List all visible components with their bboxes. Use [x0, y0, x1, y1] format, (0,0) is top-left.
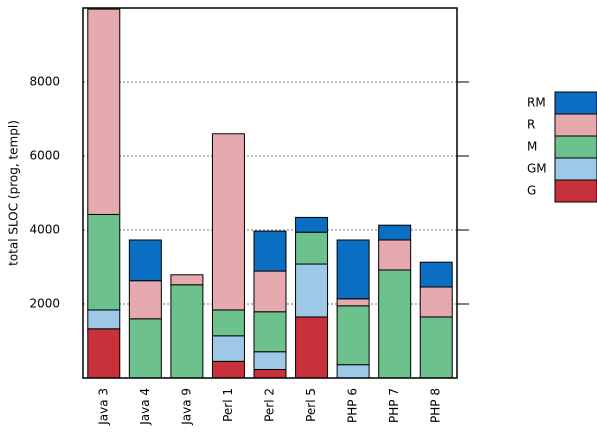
legend-swatch	[554, 157, 597, 181]
legend-swatch	[554, 91, 597, 115]
bar-segment	[128, 318, 162, 379]
bar-segment	[295, 231, 329, 265]
y-tick-label: 6000	[29, 149, 60, 163]
legend-swatch	[554, 113, 597, 137]
x-tick-label: Perl 5	[304, 388, 318, 422]
x-tick-label: Perl 1	[221, 388, 235, 422]
bar-segment	[211, 335, 245, 362]
bar-segment	[87, 8, 121, 215]
bar-segment	[253, 230, 287, 272]
bar-segment	[253, 270, 287, 313]
bar-segment	[128, 280, 162, 320]
legend-label: RM	[527, 96, 546, 110]
legend-swatch	[554, 135, 597, 159]
x-tick-label: Java 4	[138, 388, 152, 426]
bar-segment	[87, 213, 121, 311]
bar-segment	[87, 309, 121, 330]
legend-label: GM	[527, 162, 547, 176]
bar-segment	[336, 305, 370, 366]
bar-segment	[336, 298, 370, 307]
x-tick-label: PHP 8	[429, 388, 443, 423]
bar-segment	[170, 274, 204, 286]
bar-segment	[378, 239, 412, 271]
legend-label: G	[527, 184, 536, 198]
bar-segment	[336, 364, 370, 379]
x-tick-label: Java 3	[96, 388, 110, 426]
y-tick-label: 4000	[29, 223, 60, 237]
bar-segment	[419, 261, 453, 288]
bar-segment	[253, 311, 287, 353]
y-tick-label: 8000	[29, 75, 60, 89]
bar-segment	[211, 360, 245, 379]
legend-label: R	[527, 118, 535, 132]
bar-segment	[419, 286, 453, 318]
bar-segment	[295, 316, 329, 379]
x-tick-label: PHP 6	[346, 388, 360, 423]
x-tick-label: Java 9	[179, 388, 193, 426]
y-tick-label: 2000	[29, 297, 60, 311]
bar-segment	[253, 368, 287, 379]
plot-frame	[82, 7, 458, 379]
legend-label: M	[527, 140, 537, 154]
bar-segment	[378, 224, 412, 241]
bar-segment	[295, 216, 329, 233]
legend-swatch	[554, 179, 597, 203]
bar-segment	[336, 239, 370, 300]
bar-segment	[211, 309, 245, 337]
bar-segment	[378, 269, 412, 379]
bar-segment	[87, 328, 121, 379]
bar-segment	[170, 284, 204, 379]
bar-segment	[419, 316, 453, 379]
y-axis-label: total SLOC (prog, templ)	[7, 120, 21, 266]
bar-segment	[211, 133, 245, 311]
bar-segment	[128, 239, 162, 282]
bar-segment	[295, 263, 329, 318]
x-tick-label: PHP 7	[387, 388, 401, 423]
x-tick-label: Perl 2	[263, 388, 277, 422]
bar-segment	[253, 351, 287, 370]
